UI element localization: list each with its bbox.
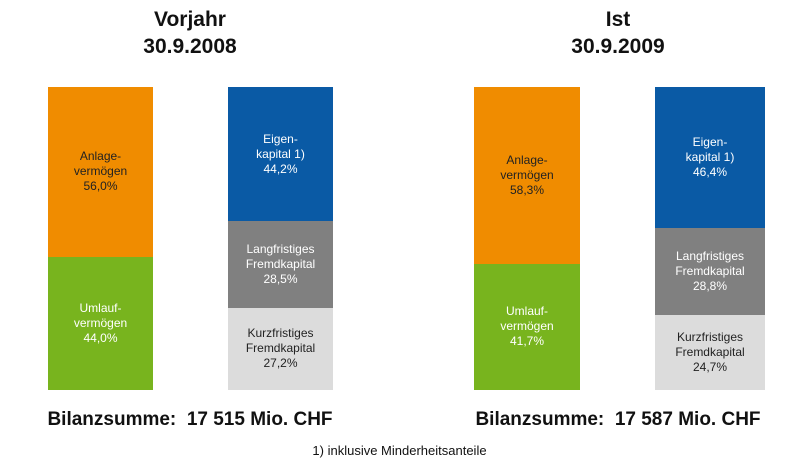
value-label: 41,7% bbox=[509, 334, 545, 349]
segment-label: Anlage- vermögen bbox=[500, 152, 554, 182]
value-label: 46,4% bbox=[692, 165, 728, 180]
value-label: 44,0% bbox=[83, 330, 118, 345]
bar-segment: Kurzfristiges Fremdkapital 27,2% bbox=[228, 307, 333, 390]
segment-label: Kurzfristiges Fremdkapital bbox=[245, 326, 316, 356]
segment-label: Anlage- vermögen bbox=[73, 149, 128, 179]
segment-label: Eigen- kapital 1) bbox=[685, 135, 735, 165]
value-label: 44,2% bbox=[263, 161, 298, 176]
value-label: 56,0% bbox=[83, 179, 118, 194]
bar-segment: Umlauf- vermögen 41,7% bbox=[474, 263, 580, 390]
chart-title: Ist bbox=[605, 8, 631, 31]
segment-label: Langfristiges Fremdkapital bbox=[675, 249, 745, 279]
bar-segment: Kurzfristiges Fremdkapital 24,7% bbox=[655, 315, 765, 390]
bar-segment: Anlage- vermögen 58,3% bbox=[474, 87, 580, 264]
bar-segment: Umlauf- vermögen 44,0% bbox=[48, 256, 153, 390]
annotation: Bilanzsumme: 17 587 Mio. CHF bbox=[475, 409, 761, 430]
bar-segment: Eigen- kapital 1) 44,2% bbox=[228, 87, 333, 222]
segment-label: Kurzfristiges Fremdkapital bbox=[675, 330, 745, 360]
bar-segment: Langfristiges Fremdkapital 28,8% bbox=[655, 227, 765, 316]
chart-subtitle: 30.9.2008 bbox=[143, 35, 237, 58]
value-label: 58,3% bbox=[509, 182, 545, 197]
segment-label: Umlauf- vermögen bbox=[500, 304, 554, 334]
segment-label: Eigen- kapital 1) bbox=[256, 131, 305, 161]
bar-segment: Eigen- kapital 1) 46,4% bbox=[655, 87, 765, 228]
value-label: 24,7% bbox=[692, 360, 728, 375]
value-label: 27,2% bbox=[263, 356, 298, 371]
segment-label: Umlauf- vermögen bbox=[73, 300, 128, 330]
value-label: 28,5% bbox=[263, 271, 298, 286]
annotation: Bilanzsumme: 17 515 Mio. CHF bbox=[47, 409, 333, 430]
chart-title: Vorjahr bbox=[154, 8, 226, 31]
bar-segment: Anlage- vermögen 56,0% bbox=[48, 87, 153, 257]
segment-label: Langfristiges Fremdkapital bbox=[245, 241, 316, 271]
bar-segment: Langfristiges Fremdkapital 28,5% bbox=[228, 221, 333, 308]
chart-subtitle: 30.9.2009 bbox=[571, 35, 665, 58]
value-label: 28,8% bbox=[692, 279, 728, 294]
footnote: 1) inklusive Minderheitsanteile bbox=[312, 443, 487, 458]
